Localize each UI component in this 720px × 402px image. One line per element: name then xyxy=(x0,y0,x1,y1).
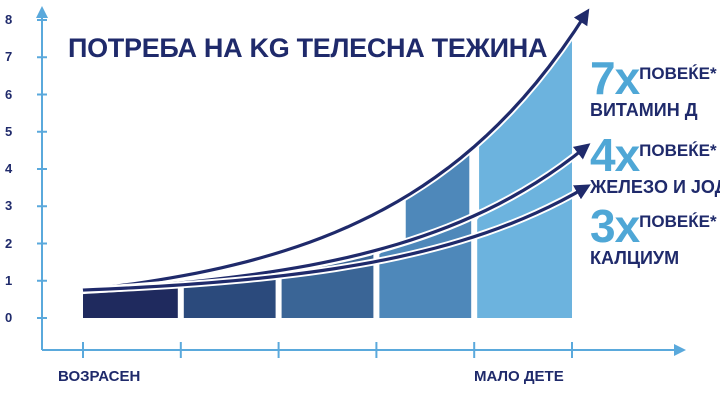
more-label: ПОВЕЌЕ* xyxy=(639,64,717,83)
y-tick-label: 0 xyxy=(5,310,13,325)
area-segment xyxy=(281,254,374,318)
annotation-calcium: 3xПОВЕЌЕ* КАЛЦИУМ xyxy=(590,203,717,269)
y-tick-label: 8 xyxy=(5,12,13,27)
annotation-vitamin-d: 7xПОВЕЌЕ* ВИТАМИН Д xyxy=(590,55,717,121)
y-tick-label: 3 xyxy=(5,198,13,214)
x-category-small-child: МАЛО ДЕТЕ xyxy=(474,368,564,385)
multiplier-7x: 7x xyxy=(590,52,640,104)
series-arrow xyxy=(82,184,591,292)
area-segment-upper xyxy=(479,34,572,214)
x-category-adult: ВОЗРАСЕН xyxy=(58,368,141,385)
nutrient-label: ЖЕЛЕЗО И ЈОД xyxy=(590,177,720,197)
more-label: ПОВЕЌЕ* xyxy=(639,141,717,160)
multiplier-3x: 3x xyxy=(590,200,640,252)
nutrient-label: КАЛЦИУМ xyxy=(590,248,680,268)
y-tick-label: 4 xyxy=(5,161,13,176)
chart-title: ПОТРЕБА НА KG ТЕЛЕСНА ТЕЖИНА xyxy=(68,33,548,63)
nutrient-label: ВИТАМИН Д xyxy=(590,100,698,120)
annotation-iron-iodine: 4xПОВЕЌЕ* ЖЕЛЕЗО И ЈОД xyxy=(590,132,720,198)
area-segment xyxy=(83,286,178,318)
area-segment xyxy=(477,161,572,318)
y-tick-label: 2 xyxy=(5,235,13,251)
multiplier-4x: 4x xyxy=(590,129,640,181)
y-tick-label: 5 xyxy=(5,123,13,139)
series-arrow xyxy=(82,8,590,292)
y-tick-label: 1 xyxy=(5,272,13,288)
more-label: ПОВЕЌЕ* xyxy=(639,212,717,231)
y-tick-label: 6 xyxy=(5,86,13,102)
area-segment-upper xyxy=(405,150,470,242)
y-tick-label: 7 xyxy=(5,49,13,65)
